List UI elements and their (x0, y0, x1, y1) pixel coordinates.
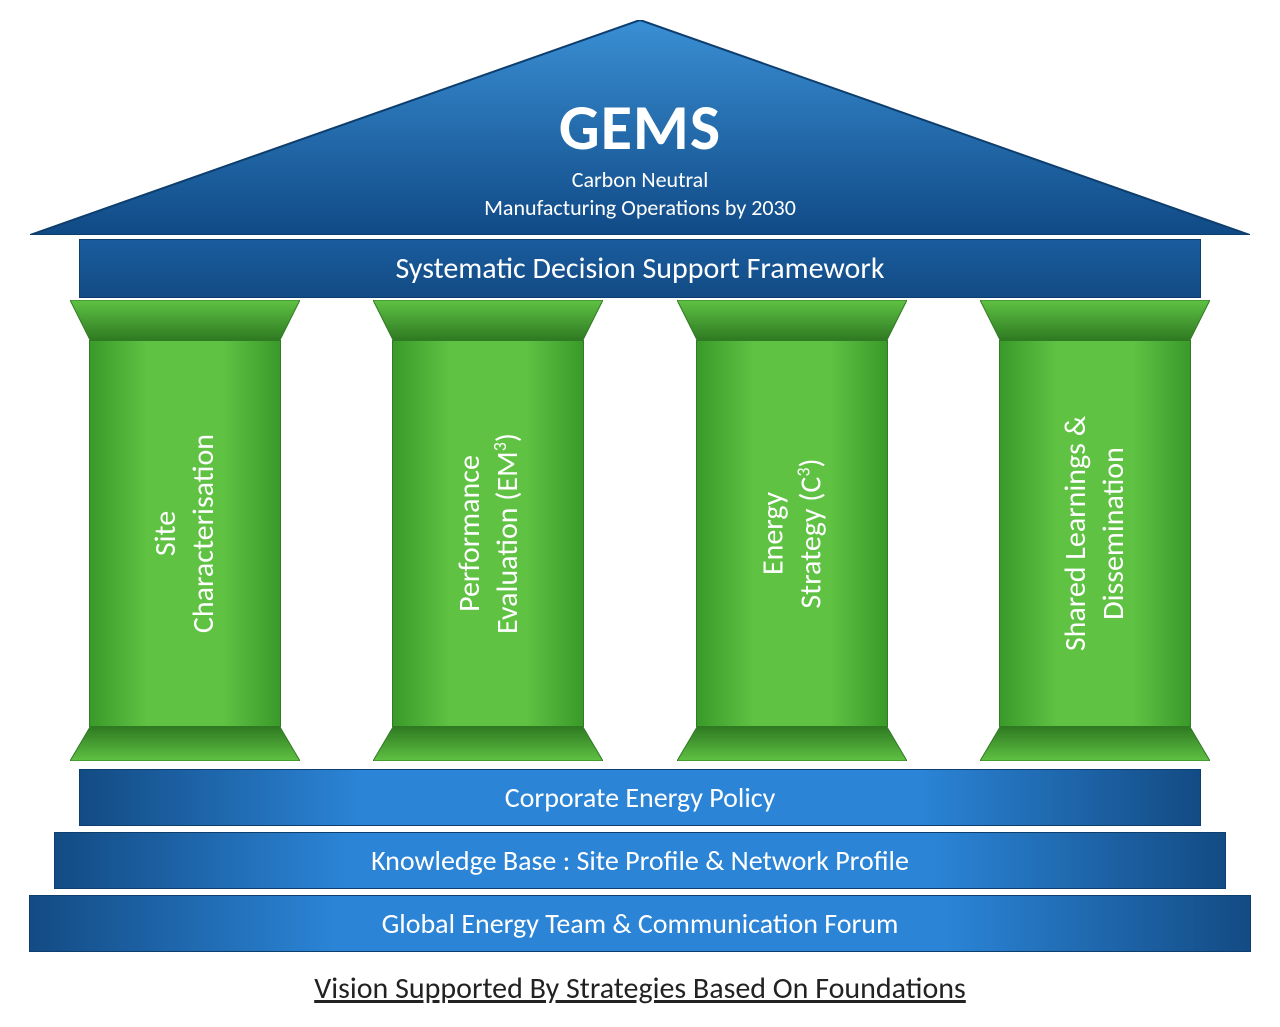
pillar-4-label: Shared Learnings & Dissemination (1057, 416, 1132, 651)
foundation-step-1: Corporate Energy Policy (79, 769, 1201, 826)
pillar-2-label: Performance Evaluation (EM3) (451, 433, 526, 634)
pillar-3-label: Energy Strategy (C3) (754, 458, 829, 608)
entablature-bar: Systematic Decision Support Framework (79, 239, 1201, 298)
pillar-capital (70, 300, 300, 340)
pillar-capital (373, 300, 603, 340)
roof-subtitle-1: Carbon Neutral (572, 166, 709, 194)
pillar-1-label: Site Characterisation (148, 434, 223, 633)
diagram-caption: Vision Supported By Strategies Based On … (30, 970, 1250, 1007)
pillar-3: Energy Strategy (C3) (687, 300, 897, 761)
pillar-capital (677, 300, 907, 340)
pillar-capital (980, 300, 1210, 340)
entablature-label: Systematic Decision Support Framework (396, 250, 885, 287)
pillar-4: Shared Learnings & Dissemination (990, 300, 1200, 761)
pillar-shaft: Site Characterisation (89, 340, 281, 727)
roof-text: GEMS Carbon Neutral Manufacturing Operat… (30, 20, 1250, 235)
step-3-label: Global Energy Team & Communication Forum (382, 906, 899, 941)
roof-subtitle-2: Manufacturing Operations by 2030 (484, 194, 796, 222)
pillar-shaft: Energy Strategy (C3) (696, 340, 888, 727)
temple-diagram: GEMS Carbon Neutral Manufacturing Operat… (30, 20, 1250, 1007)
pillar-base (677, 727, 907, 761)
foundation-steps: Corporate Energy Policy Knowledge Base :… (30, 763, 1250, 952)
pillar-shaft: Performance Evaluation (EM3) (392, 340, 584, 727)
pillar-2: Performance Evaluation (EM3) (383, 300, 593, 761)
pillar-base (373, 727, 603, 761)
foundation-step-2: Knowledge Base : Site Profile & Network … (54, 832, 1226, 889)
pillar-shaft: Shared Learnings & Dissemination (999, 340, 1191, 727)
foundation-step-3: Global Energy Team & Communication Forum (29, 895, 1251, 952)
pillar-base (70, 727, 300, 761)
pillar-1: Site Characterisation (80, 300, 290, 761)
pillars-row: Site Characterisation Performance Evalua… (80, 300, 1200, 761)
step-2-label: Knowledge Base : Site Profile & Network … (371, 843, 909, 878)
roof: GEMS Carbon Neutral Manufacturing Operat… (30, 20, 1250, 235)
pillar-base (980, 727, 1210, 761)
roof-title: GEMS (559, 96, 721, 160)
step-1-label: Corporate Energy Policy (505, 780, 776, 815)
